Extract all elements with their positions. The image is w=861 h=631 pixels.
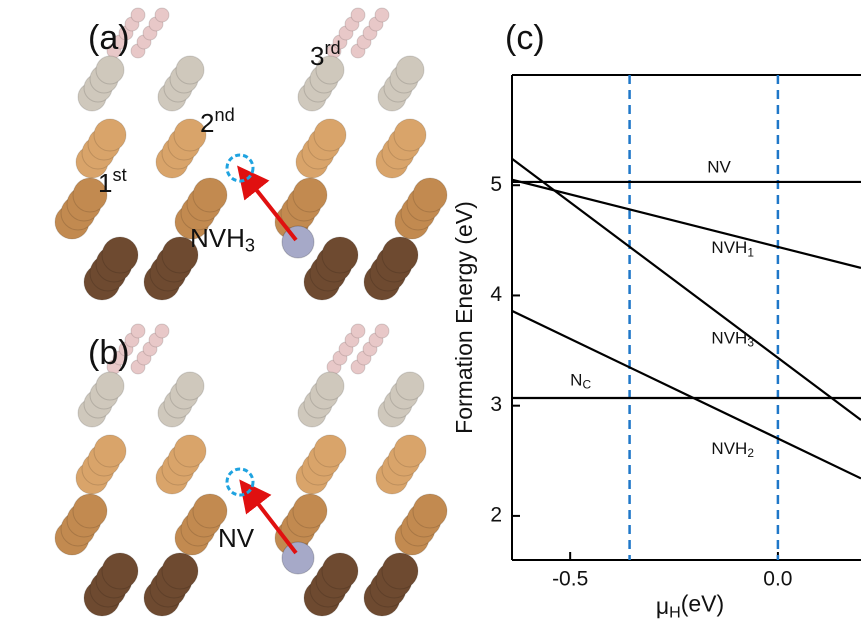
- atom: [396, 56, 424, 84]
- label-subscript: 3: [245, 235, 255, 255]
- atom: [316, 372, 344, 400]
- x-tick-label: -0.5: [552, 568, 588, 591]
- atom: [162, 553, 198, 589]
- y-tick-label: 2: [490, 503, 502, 526]
- atom: [174, 435, 206, 467]
- defect-label: NV: [218, 523, 255, 553]
- label-subscript: H: [669, 604, 681, 622]
- series-line: [512, 180, 861, 268]
- atom: [176, 56, 204, 84]
- series-line: [512, 159, 861, 420]
- atom: [102, 237, 138, 273]
- atom: [155, 8, 169, 22]
- label-text: NVH: [190, 223, 245, 253]
- atom: [322, 237, 358, 273]
- series-label: NC: [570, 371, 591, 392]
- atom: [382, 553, 418, 589]
- atom: [413, 178, 447, 212]
- x-axis-title: μH(eV): [656, 591, 724, 622]
- atom: [351, 8, 365, 22]
- label-text: 1: [98, 168, 112, 198]
- atom: [73, 494, 107, 528]
- y-tick-label: 3: [490, 393, 502, 416]
- label-subscript: C: [582, 378, 591, 392]
- label-subscript: 1: [747, 245, 754, 259]
- label-text: NV: [218, 523, 255, 553]
- panel-background: [0, 316, 440, 616]
- atom: [102, 553, 138, 589]
- atom: [94, 119, 126, 151]
- nitrogen-atom: [282, 542, 314, 574]
- series-label: NVH3: [711, 329, 754, 350]
- atom: [394, 119, 426, 151]
- atom: [394, 435, 426, 467]
- figure: (a) (b) (c) 1st2nd3rdNVH3NV 2345-0.50.0N…: [0, 0, 861, 631]
- atom: [155, 324, 169, 338]
- label-superscript: nd: [214, 105, 234, 125]
- label-subscript: 2: [747, 446, 754, 460]
- x-tick-label: 0.0: [763, 568, 792, 591]
- atom: [96, 372, 124, 400]
- label-subscript: 3: [747, 336, 754, 350]
- page: {"structures": { "panel_a": {"label": "(…: [0, 0, 861, 631]
- atom: [314, 435, 346, 467]
- atom: [131, 324, 145, 338]
- atom: [96, 56, 124, 84]
- atom: [413, 494, 447, 528]
- label-text: NV: [707, 158, 731, 177]
- atom: [375, 8, 389, 22]
- series-line: [512, 311, 861, 479]
- atom: [382, 237, 418, 273]
- atom: [375, 324, 389, 338]
- panel-label: (a): [88, 19, 130, 57]
- y-tick-label: 4: [490, 283, 502, 306]
- panel-background: [0, 0, 440, 300]
- series-lines: [512, 159, 861, 479]
- label-rest: (eV): [681, 591, 724, 617]
- series-label: NVH2: [711, 439, 754, 460]
- label-superscript: rd: [324, 38, 340, 58]
- atom: [293, 178, 327, 212]
- label-text: NVH: [711, 239, 747, 258]
- label-text: μ: [656, 593, 669, 619]
- panel-label: (b): [88, 334, 130, 372]
- label-text: NVH: [711, 439, 747, 458]
- label-text: N: [570, 371, 582, 390]
- atom: [193, 178, 227, 212]
- label-text: NVH: [711, 329, 747, 348]
- atom: [131, 8, 145, 22]
- series-label: NV: [707, 158, 731, 177]
- atom: [94, 435, 126, 467]
- label-text: 2: [200, 108, 214, 138]
- series-label: NVH1: [711, 239, 754, 260]
- label-text: 3: [310, 41, 324, 71]
- atom: [322, 553, 358, 589]
- y-axis-title: Formation Energy (eV): [451, 201, 477, 434]
- atom: [351, 324, 365, 338]
- panel-label: (c): [505, 19, 545, 57]
- y-tick-label: 5: [490, 173, 502, 196]
- atom: [314, 119, 346, 151]
- label-superscript: st: [112, 165, 126, 185]
- atom: [176, 372, 204, 400]
- atom: [396, 372, 424, 400]
- atom: [293, 494, 327, 528]
